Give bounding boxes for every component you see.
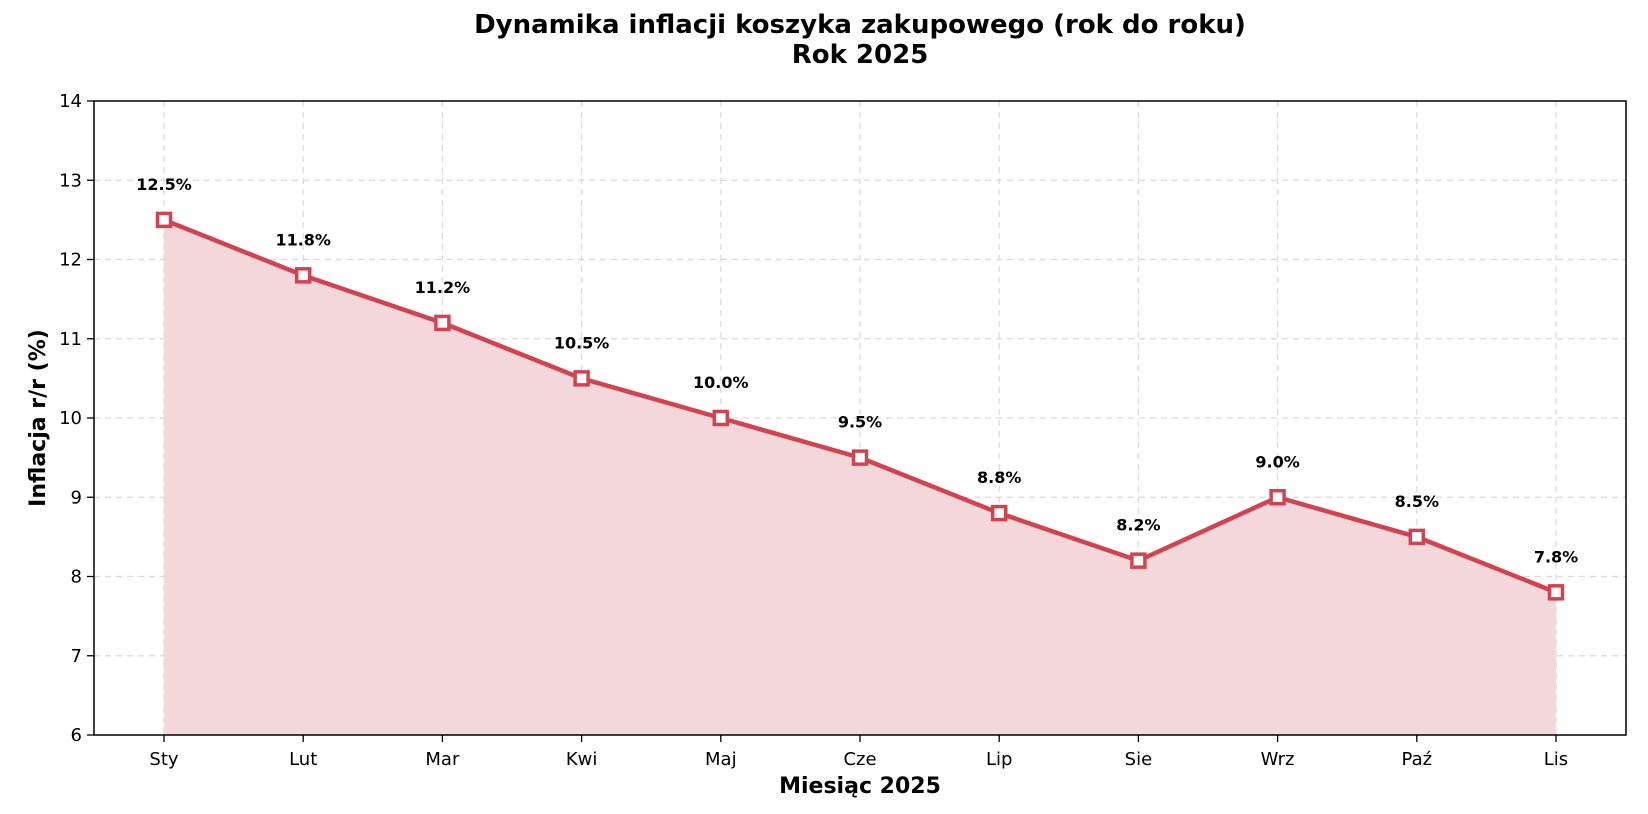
data-point-marker: [1408, 528, 1426, 546]
data-point-marker: [294, 267, 312, 284]
data-point-marker: [1130, 552, 1147, 569]
data-label: 11.2%: [415, 278, 471, 297]
y-tick-label: 8: [71, 567, 82, 588]
x-tick-label: Wrz: [1261, 749, 1295, 770]
data-label: 8.8%: [977, 468, 1021, 487]
x-tick-label: Cze: [843, 749, 876, 770]
x-tick-label: Paź: [1402, 749, 1433, 770]
x-tick-label: Lis: [1544, 749, 1568, 770]
data-point-marker: [712, 409, 730, 427]
y-axis-ticks: 6 7 8 9 10 11 12 13 14: [59, 91, 94, 746]
data-point-marker: [851, 449, 869, 466]
data-point-marker: [155, 211, 173, 229]
data-point-marker: [990, 504, 1008, 522]
data-label: 10.0%: [693, 373, 749, 392]
data-label: 9.5%: [838, 413, 882, 432]
data-label: 8.2%: [1116, 516, 1160, 535]
y-tick-label: 13: [59, 170, 82, 191]
data-label: 9.0%: [1255, 452, 1299, 471]
x-tick-label: Lip: [986, 749, 1012, 770]
chart-subtitle: Rok 2025: [792, 40, 929, 70]
data-point-marker: [434, 314, 451, 332]
area-fill-layer: [164, 219, 1556, 735]
data-label: 7.8%: [1534, 547, 1578, 566]
x-tick-label: Lut: [289, 749, 317, 770]
markers-layer: [155, 211, 1565, 601]
data-labels-layer: 12.5% 11.8% 11.2% 10.5% 10.0% 9.5% 8.8% 8.2% 9.0…: [136, 175, 1578, 566]
data-point-marker: [1547, 584, 1565, 601]
x-tick-label: Mar: [425, 749, 460, 770]
y-tick-label: 9: [71, 487, 82, 508]
x-tick-label: Sie: [1125, 749, 1153, 770]
x-tick-label: Maj: [705, 749, 737, 770]
data-label: 11.8%: [275, 230, 331, 249]
y-tick-label: 14: [59, 91, 82, 112]
series-area-fill: [164, 219, 1556, 735]
y-tick-label: 12: [59, 250, 82, 271]
y-axis-label: Inflacja r/r (%): [26, 329, 51, 507]
data-point-marker: [573, 370, 590, 387]
data-label: 12.5%: [136, 175, 192, 194]
y-tick-label: 11: [59, 329, 82, 350]
data-label: 8.5%: [1395, 492, 1439, 511]
x-tick-label: Kwi: [566, 749, 598, 770]
chart-title: Dynamika inflacji koszyka zakupowego (ro…: [474, 10, 1246, 40]
x-tick-label: Sty: [149, 749, 178, 770]
y-tick-label: 6: [71, 725, 82, 746]
y-tick-label: 7: [71, 646, 82, 667]
y-tick-label: 10: [59, 408, 82, 429]
data-point-marker: [1269, 489, 1286, 506]
x-axis-ticks: Sty Lut Mar Kwi Maj Cze Lip Sie Wrz Paź Lis: [149, 735, 1568, 770]
data-label: 10.5%: [554, 333, 610, 352]
x-axis-label: Miesiąc 2025: [779, 774, 941, 799]
